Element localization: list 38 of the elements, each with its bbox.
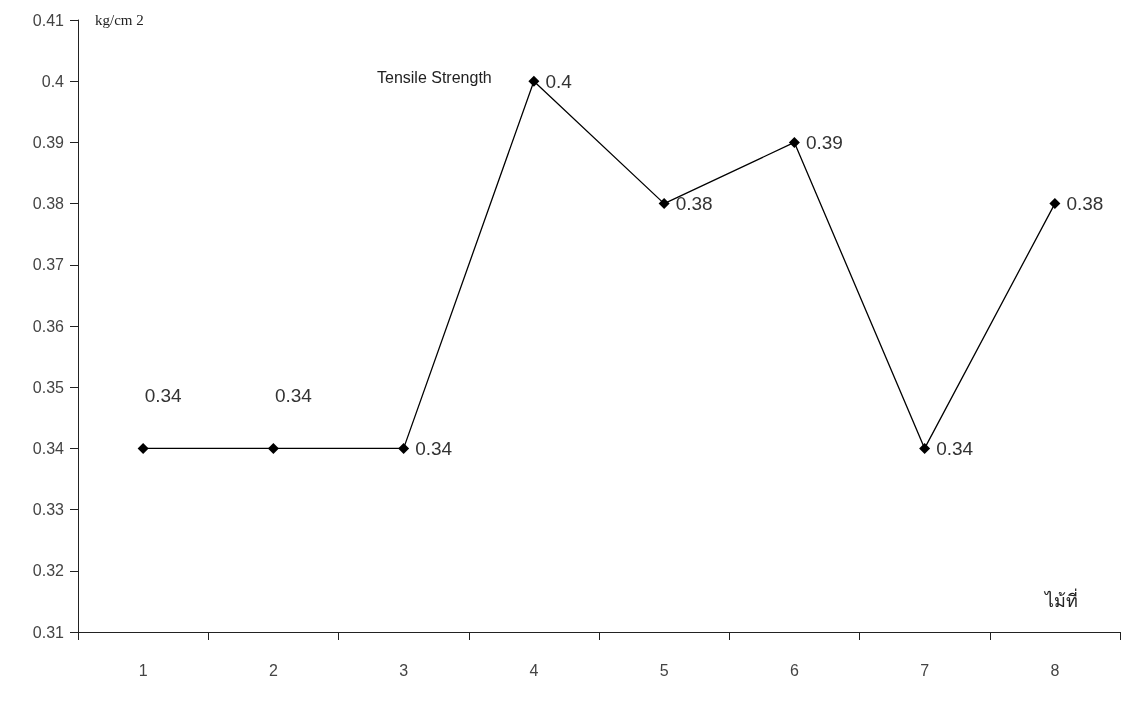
x-tick-label: 1: [138, 661, 148, 679]
point: [1049, 198, 1061, 210]
y-tick-label: 0.41: [32, 11, 65, 29]
data-label: 0.39: [805, 131, 843, 153]
data-label: 0.34: [274, 384, 313, 406]
y-tick-label: 0.37: [32, 256, 65, 274]
x-tick-label: 2: [268, 661, 278, 679]
y-tick-label: 0.34: [32, 439, 65, 457]
point: [528, 75, 540, 87]
x-tick-label: 6: [789, 661, 799, 679]
y-tick-label: 0.38: [32, 195, 65, 213]
x-tick-label: 7: [920, 661, 930, 679]
point: [919, 442, 931, 454]
data-label: 0.38: [1066, 193, 1104, 215]
y-tick-label: 0.35: [32, 378, 65, 396]
point: [788, 136, 800, 148]
x-tick-label: 3: [399, 661, 409, 679]
data-label: 0.38: [675, 193, 713, 215]
data-label: 0.34: [415, 437, 453, 459]
y-tick-label: 0.32: [32, 562, 65, 580]
y-tick-label: 0.4: [41, 72, 65, 90]
y-tick-label: 0.33: [32, 501, 65, 519]
x-tick-label: 5: [659, 661, 669, 679]
point: [267, 442, 279, 454]
x-axis-title: ไม้ที่: [1043, 588, 1078, 611]
point: [658, 198, 670, 210]
data-label: 0.4: [545, 70, 573, 92]
data-label: 0.34: [144, 384, 183, 406]
data-label: 0.34: [936, 437, 974, 459]
x-tick-label: 8: [1050, 661, 1060, 679]
y-axis-title: kg/cm 2: [95, 11, 144, 28]
y-tick-label: 0.36: [32, 317, 65, 335]
point: [137, 442, 149, 454]
y-tick-label: 0.39: [32, 133, 65, 151]
y-tick-label: 0.31: [32, 623, 65, 641]
x-tick-label: 4: [529, 661, 539, 679]
text: Tensile Strength: [377, 68, 492, 86]
point: [398, 442, 410, 454]
